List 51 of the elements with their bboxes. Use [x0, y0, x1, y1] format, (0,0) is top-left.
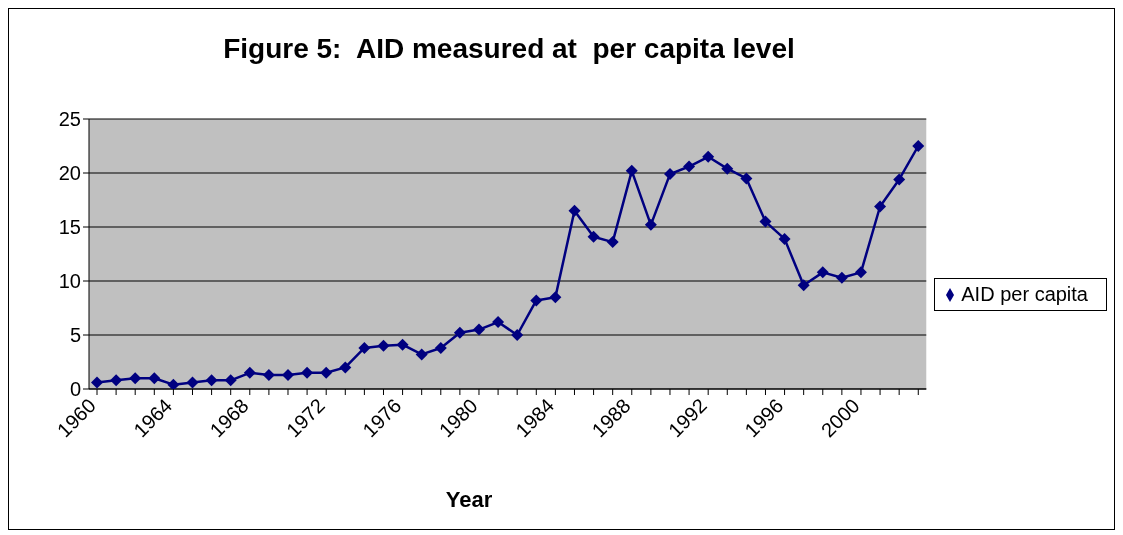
point — [511, 329, 524, 341]
point — [683, 160, 696, 173]
point — [339, 361, 352, 374]
point — [912, 140, 925, 152]
point — [587, 230, 600, 243]
point — [721, 162, 734, 175]
y-tick-label: 25 — [58, 108, 81, 131]
y-tick-label: 5 — [69, 324, 81, 347]
point — [453, 326, 466, 339]
y-tick-label: 0 — [69, 378, 81, 401]
point — [835, 271, 848, 284]
point — [816, 266, 829, 279]
point — [854, 266, 867, 279]
point — [434, 341, 447, 354]
point — [702, 150, 715, 163]
point — [243, 366, 256, 379]
point — [797, 279, 810, 292]
y-tick-label: 10 — [58, 270, 81, 293]
point — [893, 173, 906, 186]
point — [663, 168, 676, 181]
point — [224, 374, 237, 387]
point — [110, 374, 123, 387]
point — [778, 232, 791, 245]
y-tick-label: 20 — [58, 162, 81, 185]
y-tick-label: 15 — [58, 216, 81, 239]
point — [549, 291, 562, 304]
point — [167, 378, 180, 389]
legend-label: AID per capita — [961, 282, 1088, 305]
chart-title: Figure 5: AID measured at per capita level — [222, 33, 796, 65]
point — [320, 366, 333, 379]
point — [568, 204, 581, 217]
point — [205, 374, 218, 387]
point — [415, 348, 428, 361]
point — [606, 236, 619, 249]
point — [129, 372, 142, 385]
point — [358, 341, 371, 354]
point — [874, 200, 887, 213]
point — [740, 172, 753, 185]
point — [625, 164, 638, 177]
point — [186, 376, 199, 389]
point — [492, 316, 505, 329]
point — [759, 215, 772, 228]
x-axis-title: Year — [444, 487, 494, 513]
point — [396, 338, 409, 351]
point — [91, 376, 103, 389]
point — [262, 368, 275, 381]
point — [530, 294, 543, 307]
point — [148, 372, 161, 385]
point — [377, 339, 390, 352]
point — [472, 323, 485, 336]
point — [644, 218, 657, 231]
